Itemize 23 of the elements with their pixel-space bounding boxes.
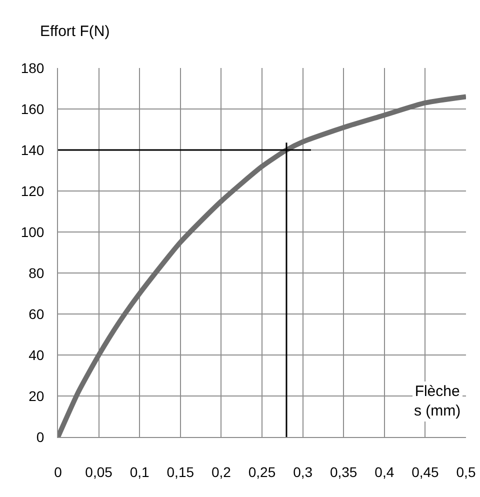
x-axis-title: Flèche s (mm) xyxy=(414,383,461,420)
y-tick-label: 60 xyxy=(28,306,44,322)
x-tick-label: 0,4 xyxy=(374,464,394,480)
x-tick-label: 0,5 xyxy=(456,464,476,480)
x-tick-label: 0,1 xyxy=(130,464,150,480)
y-tick-label: 160 xyxy=(20,100,44,117)
y-tick-label: 40 xyxy=(28,346,44,363)
x-tick-label: 0 xyxy=(54,464,62,480)
x-tick-label: 0,45 xyxy=(412,464,440,480)
x-tick-label: 0,3 xyxy=(293,464,313,480)
y-tick-label: 20 xyxy=(28,388,44,404)
y-tick-label: 140 xyxy=(20,142,44,158)
x-tick-label: 0,25 xyxy=(248,464,276,480)
x-tick-label: 0,15 xyxy=(166,464,194,480)
x-tick-label: 0,35 xyxy=(330,464,358,480)
y-tick-label: 0 xyxy=(36,428,44,445)
x-tick-label: 0,05 xyxy=(85,464,113,480)
y-tick-label: 120 xyxy=(20,182,44,199)
y-axis-title: Effort F(N) xyxy=(40,23,110,40)
y-tick-label: 180 xyxy=(20,60,44,76)
y-tick-label: 100 xyxy=(20,224,44,240)
y-tick-label: 80 xyxy=(28,264,44,281)
x-tick-label: 0,2 xyxy=(211,464,232,480)
